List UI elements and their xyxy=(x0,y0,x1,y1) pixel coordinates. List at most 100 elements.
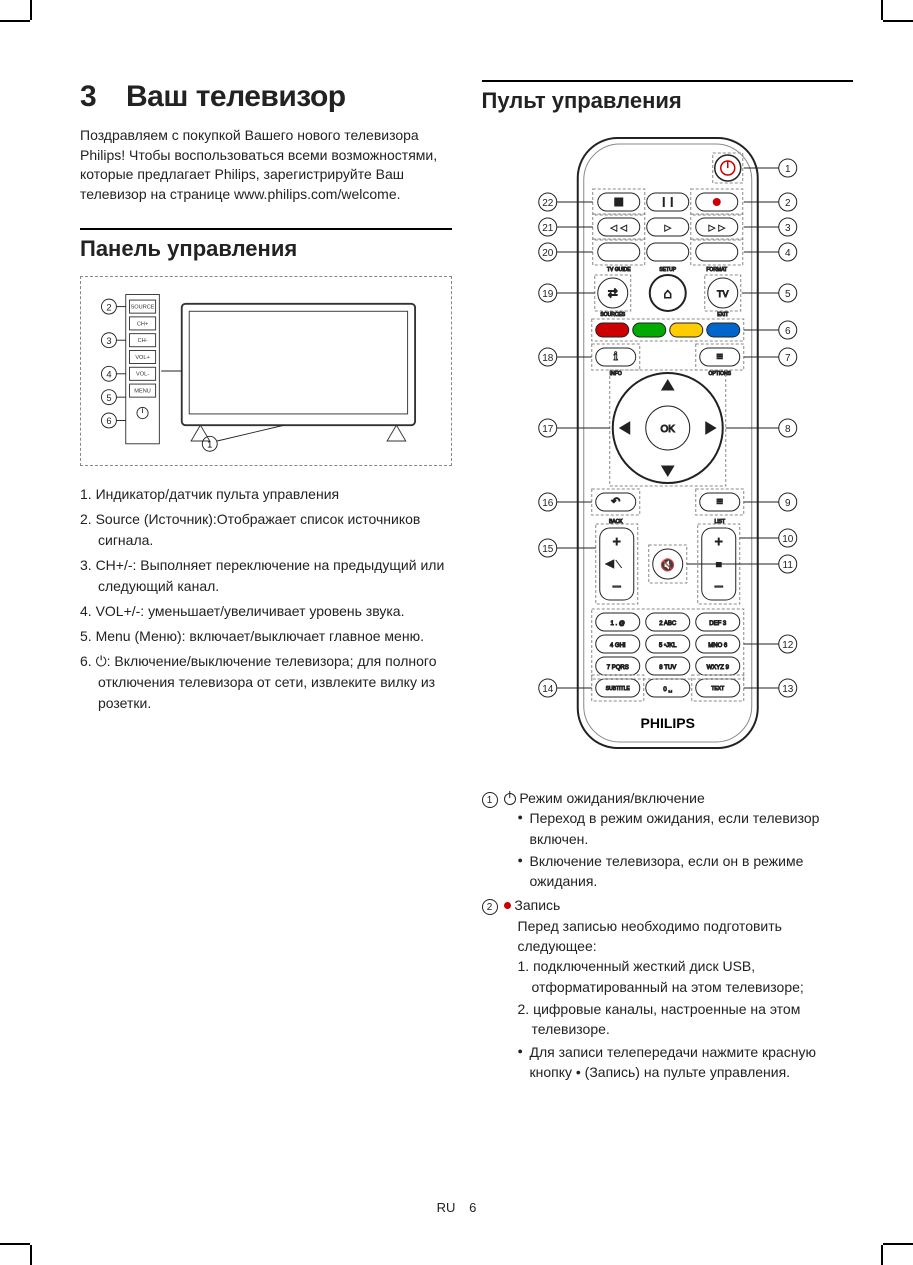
svg-text:SOURCE: SOURCE xyxy=(131,305,155,311)
svg-text:14: 14 xyxy=(542,684,554,695)
panel-item: 4. VOL+/-: уменьшает/увеличивает уровень… xyxy=(80,601,452,622)
remote-figure: ◄◄ ► ►► TV GUIDE SETUP FORMAT ⇄ xyxy=(482,128,854,768)
callout-number: 2 xyxy=(482,899,498,915)
svg-text:↶: ↶ xyxy=(611,496,620,508)
svg-text:+: + xyxy=(714,533,722,549)
panel-item: 6. ⏻: Включение/выключение телевизора; д… xyxy=(80,651,452,714)
tv-panel-figure: SOURCE CH+ CH- VOL+ VOL- MENU 2 3 4 5 6 xyxy=(80,276,452,466)
svg-text:PHILIPS: PHILIPS xyxy=(640,715,694,731)
svg-text:4: 4 xyxy=(784,248,790,259)
remote-item-head: Режим ожидания/включение xyxy=(504,788,854,808)
svg-text:0 ␣: 0 ␣ xyxy=(663,687,672,693)
remote-numbered: 1. подключенный жесткий диск USB, отформ… xyxy=(518,956,854,997)
svg-text:4 GHI: 4 GHI xyxy=(609,643,625,649)
left-column: 3Ваш телевизор Поздравляем с покупкой Ва… xyxy=(80,80,452,1086)
remote-bullet: Включение телевизора, если он в режиме о… xyxy=(518,851,854,892)
svg-text:1: 1 xyxy=(784,164,790,175)
svg-text:EXIT: EXIT xyxy=(717,312,728,318)
svg-text:⌂: ⌂ xyxy=(663,285,671,301)
svg-text:🔇: 🔇 xyxy=(660,558,675,572)
intro-paragraph: Поздравляем с покупкой Вашего нового тел… xyxy=(80,126,452,204)
svg-text:18: 18 xyxy=(542,353,554,364)
remote-bullet: Переход в режим ожидания, если телевизор… xyxy=(518,808,854,849)
svg-text:5 •JKL: 5 •JKL xyxy=(659,643,677,649)
svg-text:3: 3 xyxy=(784,223,790,234)
svg-text:5: 5 xyxy=(106,393,111,403)
remote-desc-item: 1 Режим ожидания/включение Переход в реж… xyxy=(482,788,854,893)
svg-text:17: 17 xyxy=(542,424,554,435)
svg-text:MNO 6: MNO 6 xyxy=(708,643,728,649)
chapter-title: 3Ваш телевизор xyxy=(80,80,452,114)
svg-text:16: 16 xyxy=(542,498,554,509)
svg-text:SETUP: SETUP xyxy=(659,267,676,273)
svg-text:►: ► xyxy=(662,223,672,234)
svg-text:8 TUV: 8 TUV xyxy=(659,665,676,671)
panel-item: 5. Menu (Меню): включает/выключает главн… xyxy=(80,626,452,647)
panel-item: 1. Индикатор/датчик пульта управления xyxy=(80,484,452,505)
svg-text:3: 3 xyxy=(106,336,111,346)
svg-text:VOL+: VOL+ xyxy=(135,355,149,361)
svg-text:+: + xyxy=(612,533,620,549)
panel-item: 2. Source (Источник):Отображает список и… xyxy=(80,509,452,551)
svg-text:13: 13 xyxy=(782,684,794,695)
svg-text:−: − xyxy=(714,579,723,596)
panel-item: 3. CH+/-: Выполняет переключение на пред… xyxy=(80,555,452,597)
remote-plain-text: Перед записью необходимо подготовить сле… xyxy=(504,916,854,957)
svg-text:10: 10 xyxy=(782,534,794,545)
svg-text:SOURCES: SOURCES xyxy=(600,312,625,318)
svg-text:21: 21 xyxy=(542,223,554,234)
chapter-number: 3 xyxy=(80,80,126,114)
svg-text:TV: TV xyxy=(716,289,728,299)
svg-text:19: 19 xyxy=(542,289,554,300)
svg-text:12: 12 xyxy=(782,640,794,651)
svg-text:►►: ►► xyxy=(706,223,726,234)
svg-text:≡: ≡ xyxy=(716,496,722,508)
svg-text:VOL-: VOL- xyxy=(136,372,149,378)
remote-numbered: 2. цифровые каналы, настроенные на этом … xyxy=(518,999,854,1040)
section-rule xyxy=(482,80,854,82)
panel-list: 1. Индикатор/датчик пульта управления 2.… xyxy=(80,484,452,714)
svg-text:≡: ≡ xyxy=(716,351,722,363)
svg-text:WXYZ 9: WXYZ 9 xyxy=(706,665,729,671)
remote-description-list: 1 Режим ожидания/включение Переход в реж… xyxy=(482,788,854,1084)
power-icon xyxy=(504,793,516,805)
svg-text:TEXT: TEXT xyxy=(711,686,724,692)
svg-text:CH+: CH+ xyxy=(137,322,148,328)
svg-text:1: 1 xyxy=(207,440,212,450)
svg-text:8: 8 xyxy=(784,424,790,435)
footer-page: 6 xyxy=(469,1200,476,1215)
section-rule xyxy=(80,228,452,230)
svg-text:2: 2 xyxy=(106,303,111,313)
svg-text:DEF 3: DEF 3 xyxy=(709,621,727,627)
section-panel-title: Панель управления xyxy=(80,236,452,262)
svg-text:−: − xyxy=(612,579,621,596)
remote-desc-item: 2 Запись Перед записью необходимо подгот… xyxy=(482,895,854,1084)
svg-text:INFO: INFO xyxy=(609,371,621,377)
svg-text:5: 5 xyxy=(784,289,790,300)
svg-text:≡: ≡ xyxy=(715,560,721,571)
svg-text:7: 7 xyxy=(784,353,790,364)
svg-text:11: 11 xyxy=(782,560,793,571)
svg-text:6: 6 xyxy=(106,417,111,427)
svg-text:FORMAT: FORMAT xyxy=(706,267,727,273)
svg-text:◄◄: ◄◄ xyxy=(608,223,628,234)
svg-text:CH-: CH- xyxy=(138,338,148,344)
footer-lang: RU xyxy=(437,1200,456,1215)
svg-text:OPTIONS: OPTIONS xyxy=(708,371,731,377)
svg-text:15: 15 xyxy=(542,544,554,555)
record-icon xyxy=(504,902,511,909)
svg-text:9: 9 xyxy=(784,498,790,509)
svg-text:20: 20 xyxy=(542,248,554,259)
svg-text:ℹ: ℹ xyxy=(613,351,617,363)
svg-text:1 . @: 1 . @ xyxy=(610,621,624,627)
chapter-text: Ваш телевизор xyxy=(126,80,346,113)
svg-text:SUBTITLE: SUBTITLE xyxy=(605,686,630,692)
svg-text:2 ABC: 2 ABC xyxy=(659,621,677,627)
callout-number: 1 xyxy=(482,792,498,808)
svg-text:MENU: MENU xyxy=(134,389,150,395)
remote-item-head: Запись xyxy=(504,895,854,915)
svg-text:2: 2 xyxy=(784,198,790,209)
svg-text:22: 22 xyxy=(542,198,554,209)
svg-text:OK: OK xyxy=(660,424,675,435)
svg-text:⇄: ⇄ xyxy=(607,286,617,300)
